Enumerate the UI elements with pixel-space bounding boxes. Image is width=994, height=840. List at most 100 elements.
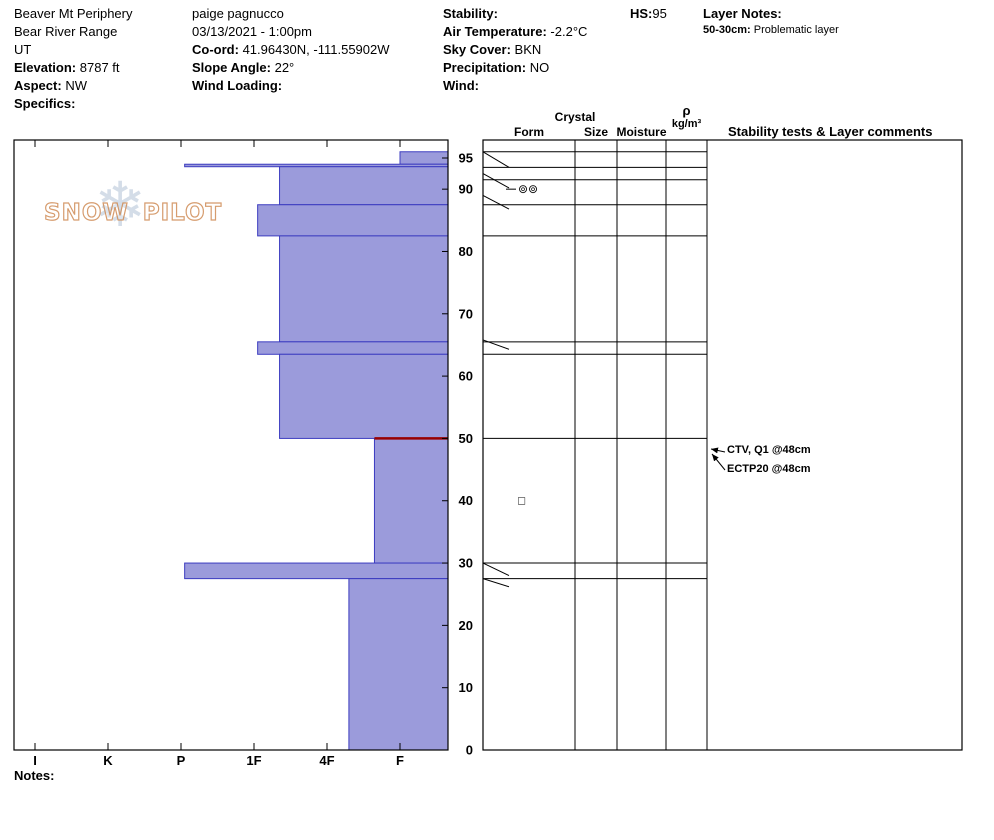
elevation-label: Elevation: [14, 60, 77, 75]
slope-angle-value: 22° [274, 60, 295, 75]
density-column-header: ρ kg/m³ [666, 103, 707, 130]
layer-connector-tick [482, 339, 510, 350]
depth-axis-label: 80 [459, 244, 473, 259]
aspect-line: Aspect: NW [14, 77, 133, 95]
hardness-axis-label: 1F [246, 753, 261, 768]
specifics-label: Specifics: [14, 96, 76, 111]
density-unit: kg/m³ [671, 118, 702, 130]
moisture-column-header: Moisture [616, 125, 667, 139]
stability-test-result-ctv: CTV, Q1 @48cm [727, 444, 811, 456]
elevation-line: Elevation: 8787 ft [14, 59, 133, 77]
crystal-form-symbol: □ [518, 494, 525, 508]
crystal-form-symbol: ⊚⊚ [518, 182, 538, 196]
form-column-header: Form [514, 125, 544, 139]
annotation-arrow [711, 453, 726, 471]
layer-connector-tick [482, 562, 510, 576]
slope-angle-line: Slope Angle: 22° [192, 59, 390, 77]
layer-note-entry: 50-30cm: Problematic layer [703, 23, 839, 38]
symbol-table-frame [482, 139, 963, 751]
layer-connector-tick [482, 194, 510, 210]
pit-info-block: paige pagnucco 03/13/2021 - 1:00pm Co-or… [192, 5, 390, 95]
logo-word-snow: SNOW [43, 199, 129, 226]
precipitation-label: Precipitation: [443, 60, 527, 75]
snowflake-icon: ❄ [94, 168, 146, 241]
observer-name: paige pagnucco [192, 6, 284, 21]
logo-word-pilot: PILOT [142, 199, 223, 226]
layer-notes-label: Layer Notes: [703, 6, 782, 21]
layer-connector-tick [482, 578, 510, 588]
wind-label: Wind: [443, 78, 479, 93]
depth-axis-label: 70 [459, 306, 473, 321]
notes-label: Notes: [14, 768, 55, 783]
state-name: UT [14, 42, 32, 57]
depth-axis-label: 30 [459, 556, 473, 571]
sky-cover-value: BKN [514, 42, 542, 57]
depth-axis-label: 90 [459, 182, 473, 197]
depth-axis-label: 0 [466, 743, 473, 758]
wind-loading-label: Wind Loading: [192, 78, 283, 93]
stability-label: Stability: [443, 6, 498, 21]
weather-block: Stability: Air Temperature: -2.2°C Sky C… [443, 5, 587, 95]
sky-cover-line: Sky Cover: BKN [443, 41, 587, 59]
stability-test-result-ectp: ECTP20 @48cm [727, 463, 811, 475]
specifics-line: Specifics: [14, 95, 133, 113]
depth-axis-label: 10 [459, 680, 473, 695]
aspect-value: NW [65, 78, 87, 93]
wind-loading-line: Wind Loading: [192, 77, 390, 95]
layer-connector-tick [482, 173, 510, 189]
hardness-axis-label: F [396, 753, 404, 768]
sky-cover-label: Sky Cover: [443, 42, 511, 57]
snow-layer-bar [257, 204, 449, 237]
snow-height-block: HS:95 [630, 5, 667, 23]
hardness-axis-label: K [103, 753, 113, 768]
snow-layer-bar [257, 341, 449, 355]
layer-note-depth: 50-30cm: [703, 24, 751, 36]
precipitation-value: NO [529, 60, 550, 75]
layer-note-text: Problematic layer [753, 24, 839, 36]
hs-line: HS:95 [630, 5, 667, 23]
density-rho-symbol: ρ [682, 103, 691, 118]
air-temperature-label: Air Temperature: [443, 24, 547, 39]
air-temperature-line: Air Temperature: -2.2°C [443, 23, 587, 41]
hardness-axis-label: P [177, 753, 186, 768]
layer-notes-title: Layer Notes: [703, 5, 839, 23]
precipitation-line: Precipitation: NO [443, 59, 587, 77]
range-name: Bear River Range [14, 24, 118, 39]
hs-value: 95 [652, 6, 667, 21]
slope-angle-label: Slope Angle: [192, 60, 271, 75]
aspect-label: Aspect: [14, 78, 62, 93]
location-block: Beaver Mt Periphery Bear River Range UT … [14, 5, 133, 113]
annotation-arrow [710, 447, 726, 454]
layer-notes-block: Layer Notes: 50-30cm: Problematic layer [703, 5, 839, 38]
snow-layer-bar [279, 166, 449, 206]
air-temperature-value: -2.2°C [550, 24, 588, 39]
depth-axis-label: 50 [459, 431, 473, 446]
snowpilot-watermark: ❄ SNOW PILOT [43, 174, 221, 244]
site-name: Beaver Mt Periphery [14, 6, 133, 21]
elevation-value: 8787 ft [79, 60, 120, 75]
depth-axis-label: 20 [459, 618, 473, 633]
crystal-column-header: Crystal [554, 110, 596, 124]
depth-axis-label: 40 [459, 493, 473, 508]
size-column-header: Size [583, 125, 608, 139]
coordinates-line: Co-ord: 41.96430N, -111.55902W [192, 41, 390, 59]
snowpilot-logo-text: SNOW PILOT [43, 199, 223, 226]
hardness-axis-label: 4F [319, 753, 334, 768]
stability-column-header: Stability tests & Layer comments [728, 124, 933, 139]
hardness-chart-frame [13, 139, 449, 751]
snow-layer-bar [348, 578, 449, 751]
depth-axis-label: 95 [459, 150, 473, 165]
snow-layer-bar [184, 562, 449, 580]
snow-layer-bar [399, 151, 449, 165]
snow-layer-bar [279, 353, 449, 439]
layer-connector-tick [482, 151, 510, 168]
snow-layer-bar [373, 437, 449, 564]
hardness-axis-label: I [33, 753, 37, 768]
coordinates-value: 41.96430N, -111.55902W [242, 42, 390, 57]
stability-line: Stability: [443, 5, 587, 23]
depth-axis-label: 60 [459, 369, 473, 384]
hs-label: HS: [630, 6, 653, 21]
coordinates-label: Co-ord: [192, 42, 239, 57]
snow-layer-bar [279, 235, 449, 343]
